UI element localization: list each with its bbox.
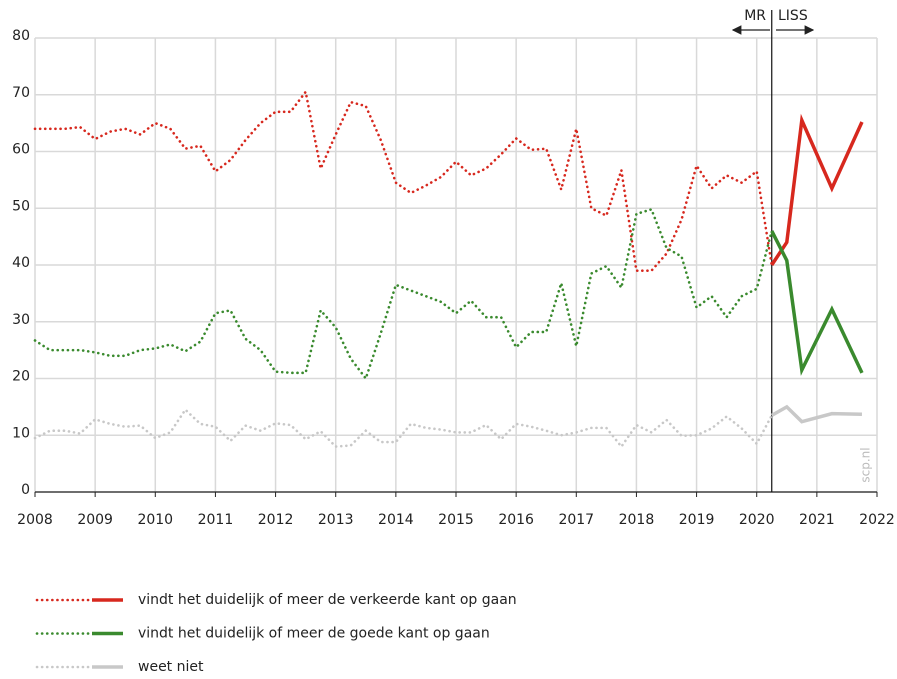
- x-tick-label: 2021: [799, 512, 835, 528]
- legend-label: vindt het duidelijk of meer de goede kan…: [138, 626, 490, 642]
- y-tick-label: 70: [12, 85, 30, 101]
- line-liss: [770, 404, 862, 424]
- annotation: LISS: [778, 8, 808, 24]
- line-mr: [33, 207, 774, 382]
- x-tick-label: 2020: [739, 512, 775, 528]
- y-tick-label: 50: [12, 198, 30, 214]
- x-tick-label: 2016: [498, 512, 534, 528]
- watermark: scp.nl: [859, 447, 873, 482]
- y-tick-label: 40: [12, 255, 30, 271]
- x-tick-label: 2009: [77, 512, 113, 528]
- y-tick-label: 0: [21, 482, 30, 498]
- x-tick-label: 2014: [378, 512, 414, 528]
- x-tick-label: 2008: [17, 512, 53, 528]
- x-tick-label: 2019: [679, 512, 715, 528]
- line-liss: [770, 230, 864, 376]
- plot: [34, 37, 878, 497]
- x-tick-label: 2012: [258, 512, 294, 528]
- annotation: MR: [744, 8, 766, 24]
- y-tick-label: 10: [12, 425, 30, 441]
- x-tick-label: 2018: [619, 512, 655, 528]
- y-tick-label: 20: [12, 369, 30, 385]
- x-tick-label: 2013: [318, 512, 354, 528]
- y-tick-label: 60: [12, 142, 30, 158]
- line-mr: [33, 88, 774, 272]
- legend-label: vindt het duidelijk of meer de verkeerde…: [138, 592, 517, 608]
- x-tick-label: 2017: [558, 512, 594, 528]
- x-tick-label: 2015: [438, 512, 474, 528]
- line-mr: [33, 407, 774, 449]
- x-tick-label: 2022: [859, 512, 895, 528]
- y-tick-label: 30: [12, 312, 30, 328]
- x-tick-label: 2010: [137, 512, 173, 528]
- x-tick-label: 2011: [198, 512, 234, 528]
- legend-label: weet niet: [138, 659, 204, 675]
- y-tick-label: 80: [12, 28, 30, 44]
